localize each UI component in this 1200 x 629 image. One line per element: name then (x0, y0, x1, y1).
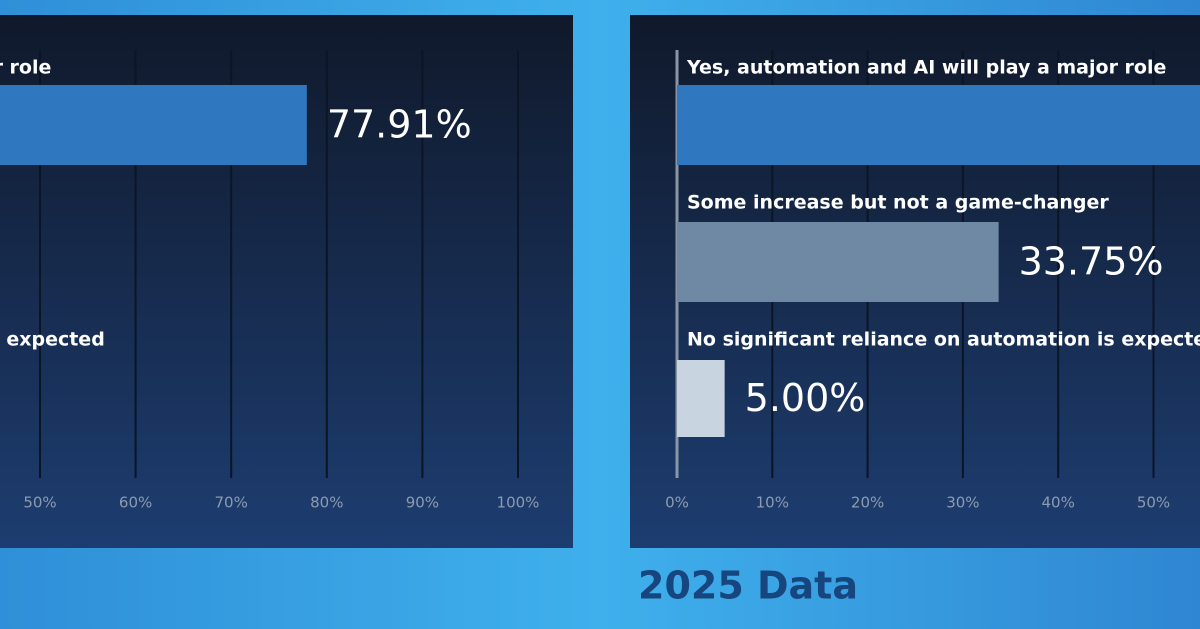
value-label: 33.75% (1019, 240, 1164, 284)
x-tick-label: 80% (310, 494, 343, 512)
x-tick-label: 20% (851, 494, 884, 512)
caption: 2025 Data (638, 564, 858, 608)
bar (677, 85, 1200, 165)
x-tick-label: 0% (665, 494, 689, 512)
x-tick-label: 50% (23, 494, 56, 512)
x-tick-label: 100% (497, 494, 540, 512)
value-label: 77.91% (327, 103, 472, 147)
category-label: No significant reliance on automation is… (687, 329, 1200, 351)
x-tick-label: 70% (215, 494, 248, 512)
value-label: 5.00% (745, 376, 866, 420)
x-tick-label: 50% (1137, 494, 1170, 512)
bar (677, 360, 725, 437)
category-label: Yes, automation and AI will play a major… (686, 57, 1166, 79)
bar (677, 222, 999, 302)
category-label: No significant reliance on automation is… (0, 329, 105, 351)
bar (0, 85, 307, 165)
category-label: Some increase but not a game-changer (687, 192, 1109, 214)
x-tick-label: 40% (1042, 494, 1075, 512)
x-tick-label: 30% (946, 494, 979, 512)
x-tick-label: 60% (119, 494, 152, 512)
x-tick-label: 90% (406, 494, 439, 512)
x-tick-label: 10% (756, 494, 789, 512)
category-label: Yes, automation and AI will play a major… (0, 57, 51, 79)
